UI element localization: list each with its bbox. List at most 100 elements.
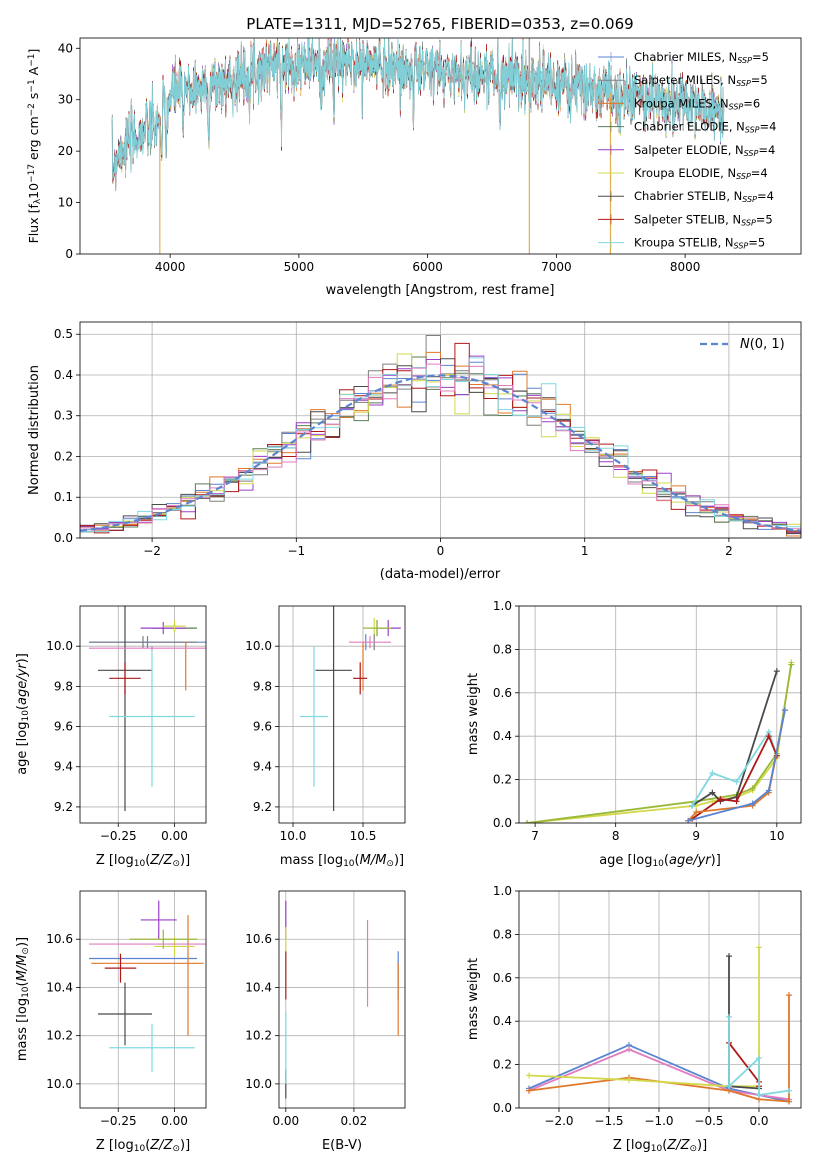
label-part: 10: [652, 859, 664, 869]
x-tick-label: 10.5: [350, 829, 377, 843]
y-tick-label: 0.2: [493, 773, 512, 787]
mass-weight-marker: [733, 798, 740, 805]
age-vs-Z-y-label: age [log10(age/yr)]: [15, 653, 31, 775]
label-part: )]: [15, 653, 30, 663]
mass-weight-line: [728, 956, 760, 1090]
label-part: mass [log: [15, 998, 30, 1061]
spectrum-y-label: Flux [fλ10−17 erg cm−2 s−1 A−1]: [26, 49, 43, 244]
mass-weight-marker: [733, 778, 740, 785]
y-tick-label: 0.2: [493, 1058, 512, 1072]
label-part: age [log: [599, 853, 652, 868]
mass-weight-marker: [756, 1055, 762, 1062]
mass-weight-marker: [726, 953, 732, 960]
error-bar-point: [315, 606, 352, 811]
axes-frame: [278, 890, 406, 1109]
normal-curve: [80, 374, 801, 532]
y-tick-label: 0.5: [54, 327, 73, 341]
error-bar-point: [109, 646, 195, 787]
mass-weight-marker: [749, 785, 756, 792]
y-tick-label: 10.4: [245, 980, 272, 994]
axes-frame: [518, 605, 802, 824]
legend-label: Kroupa ELODIE, NSSP=4: [634, 166, 768, 181]
y-tick-label: 0.4: [493, 729, 512, 743]
label-part: (: [145, 1138, 150, 1153]
mass-weight-marker: [765, 787, 772, 794]
spectrum-series-line: [111, 38, 725, 191]
y-tick-label: 9.4: [54, 760, 73, 774]
x-tick-label: 7000: [541, 260, 572, 274]
label-part: Z [log: [613, 1138, 651, 1153]
x-tick-label: 10.0: [280, 829, 307, 843]
mass-weight-vs-age-x-label: age [log10(age/yr)]: [599, 853, 721, 869]
y-tick-label: 0.6: [493, 971, 512, 985]
y-tick-label: 0.2: [54, 449, 73, 463]
label-part: −1: [27, 54, 37, 67]
mass-weight-line: [528, 947, 760, 1088]
label-part: Z [log: [96, 853, 134, 868]
label-part: s: [26, 93, 41, 104]
x-tick-label: 0.00: [161, 1114, 188, 1128]
mass-weight-marker: [709, 789, 716, 796]
label-part: age [log: [15, 722, 30, 775]
y-tick-label: 0.4: [54, 368, 73, 382]
label-part: 10: [26, 183, 41, 199]
x-tick-label: −0.25: [100, 1114, 137, 1128]
mass-vs-EBV-x-label: E(B-V): [322, 1138, 362, 1153]
y-tick-label: 30: [58, 93, 73, 107]
label-part: )]: [394, 853, 404, 868]
plot-area: [524, 659, 795, 823]
label-part: mass [log: [280, 853, 343, 868]
error-bar-point: [300, 646, 328, 787]
mass-weight-marker: [709, 770, 716, 777]
y-tick-label: 0.6: [493, 686, 512, 700]
y-tick-label: 10.6: [245, 932, 272, 946]
y-tick-label: 10.0: [46, 639, 73, 653]
mass-weight-marker: [526, 1072, 532, 1079]
x-tick-label: 9: [692, 829, 700, 843]
label-part: 10: [21, 710, 31, 722]
legend-label: Chabrier MILES, NSSP=5: [634, 50, 769, 65]
plot-area: [89, 606, 206, 811]
label-part: −17: [27, 164, 37, 183]
error-bar-point: [89, 636, 197, 649]
y-tick-label: 9.8: [253, 679, 272, 693]
label-part: −1: [27, 79, 37, 92]
mass-weight-line: [526, 664, 793, 823]
plot-area: [111, 38, 725, 254]
y-tick-label: 20: [58, 144, 73, 158]
age-vs-Z-axes: −0.25 0.00 9.2 9.4 9.6 9.8 10.0: [46, 605, 207, 843]
x-tick-label: 0.00: [272, 1114, 299, 1128]
histogram-series: [80, 363, 801, 532]
mass-weight-marker: [626, 1046, 632, 1053]
mass-weight-vs-Z-y-label: mass weight: [466, 958, 481, 1040]
x-tick-label: 0.02: [341, 1114, 368, 1128]
mass-weight-vs-age-axes: 7 8 9 10 0.0 0.2 0.4 0.6 0.8 1.0: [493, 599, 802, 843]
y-tick-label: 10: [58, 196, 73, 210]
y-tick-label: 10.4: [46, 980, 73, 994]
mass-weight-marker: [726, 1083, 732, 1090]
label-part: 10: [343, 859, 355, 869]
error-bar-point: [353, 662, 368, 695]
y-tick-label: 0.3: [54, 409, 73, 423]
plot-area: [300, 606, 401, 811]
label-part: (: [662, 1138, 667, 1153]
label-part: )]: [711, 853, 721, 868]
x-tick-label: 0.00: [161, 829, 188, 843]
x-tick-label: −0.5: [694, 1114, 723, 1128]
mass-weight-line: [691, 734, 778, 820]
x-tick-label: 10: [769, 829, 784, 843]
label-part: (0, 1): [750, 337, 785, 352]
age-vs-Z-x-label: Z [log10(Z/Z⊙)]: [96, 853, 190, 869]
residual-axes: −2 −1 0 1 2 0.0 0.1 0.2 0.3 0.4 0.5: [54, 321, 802, 558]
x-tick-label: 8000: [670, 260, 701, 274]
mass-weight-marker: [626, 1076, 632, 1083]
axes-frame: [79, 37, 802, 255]
residual-x-label: (data-model)/error: [380, 567, 501, 582]
plot-area: [285, 900, 399, 1099]
figure-title: PLATE=1311, MJD=52765, FIBERID=0353, z=0…: [246, 15, 633, 33]
y-tick-label: 10.6: [46, 932, 73, 946]
mass-weight-vs-age-y-label: mass weight: [466, 673, 481, 755]
legend-label: Salpeter MILES, NSSP=5: [634, 73, 768, 88]
label-part: (: [664, 853, 669, 868]
mass-weight-marker: [749, 800, 756, 807]
